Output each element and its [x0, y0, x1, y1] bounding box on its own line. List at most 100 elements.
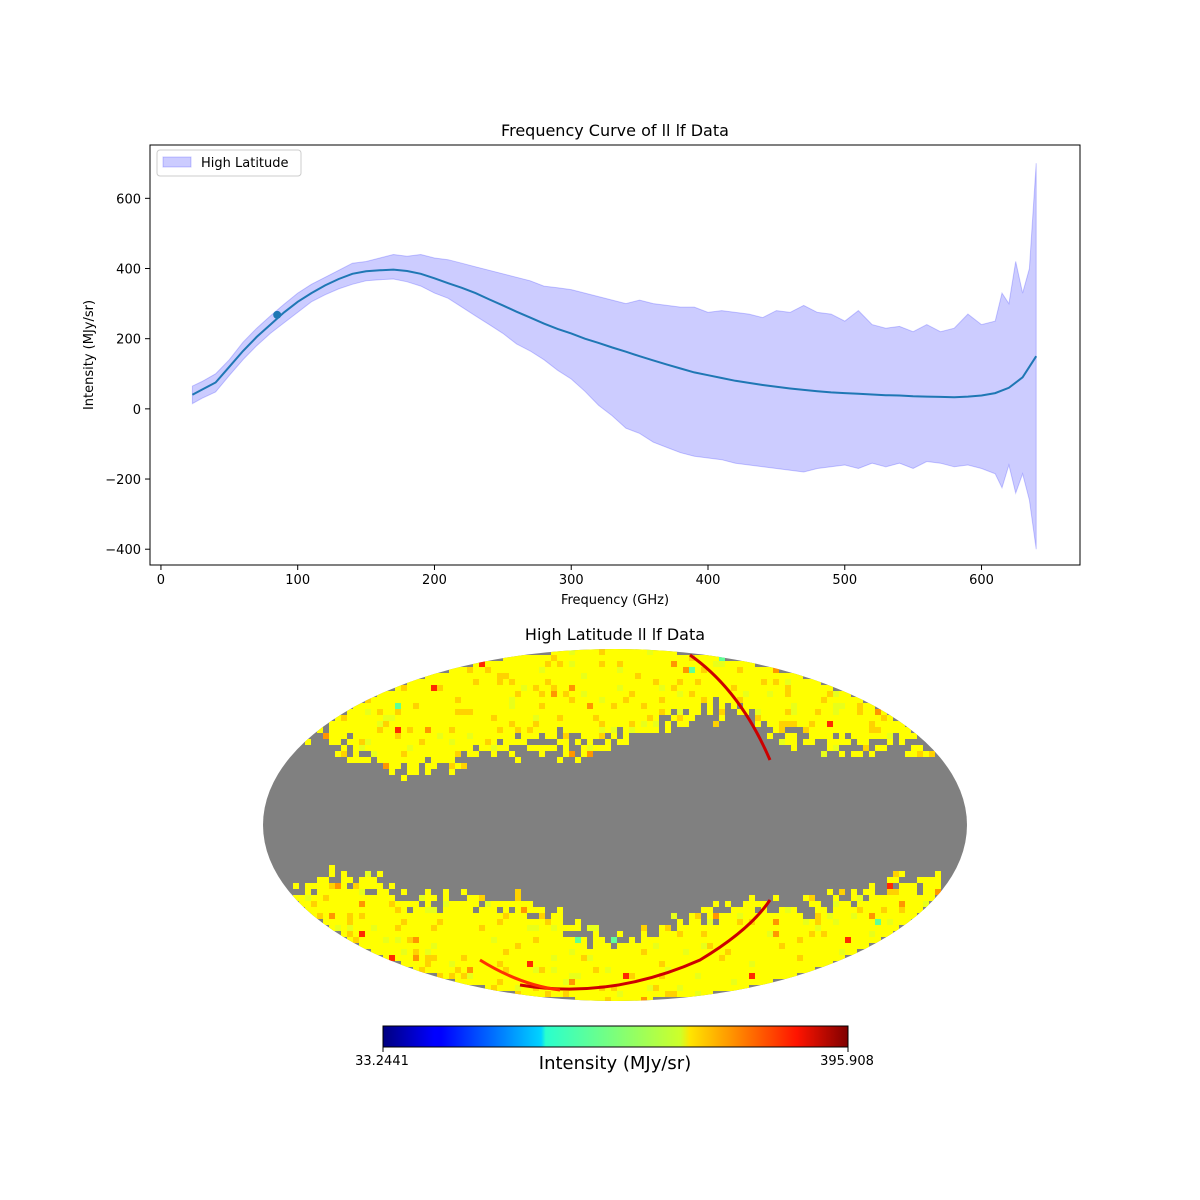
sky-pixel [839, 697, 845, 703]
sky-pixel [737, 661, 743, 667]
sky-pixel [605, 991, 611, 997]
sky-pixel [527, 679, 533, 685]
sky-pixel [449, 967, 455, 973]
sky-pixel [605, 715, 611, 721]
sky-pixel [875, 901, 881, 907]
sky-pixel [653, 979, 659, 985]
sky-pixel [473, 697, 479, 703]
sky-pixel [407, 697, 413, 703]
sky-pixel [377, 703, 383, 709]
sky-pixel [503, 931, 509, 937]
sky-pixel [425, 721, 431, 727]
sky-pixel [485, 985, 491, 991]
sky-pixel [365, 739, 371, 745]
sky-pixel [527, 721, 533, 727]
sky-pixel [875, 925, 881, 931]
sky-pixel [677, 973, 683, 979]
sky-pixel [743, 937, 749, 943]
sky-pixel [485, 715, 491, 721]
sky-pixel [665, 727, 671, 733]
sky-pixel [605, 961, 611, 967]
sky-pixel [341, 721, 347, 727]
sky-pixel [767, 673, 773, 679]
sky-pixel [569, 679, 575, 685]
sky-pixel [443, 691, 449, 697]
sky-pixel [533, 667, 539, 673]
sky-pixel [383, 913, 389, 919]
sky-pixel [557, 661, 563, 667]
sky-pixel [743, 703, 749, 709]
sky-pixel [509, 679, 515, 685]
sky-pixel [605, 727, 611, 733]
sky-pixel [341, 745, 347, 751]
sky-pixel [599, 997, 605, 1001]
sky-pixel [455, 925, 461, 931]
sky-pixel [329, 883, 335, 889]
sky-pixel [449, 757, 455, 763]
sky-pixel [581, 937, 587, 943]
sky-pixel [479, 967, 485, 973]
sky-pixel [515, 661, 521, 667]
sky-pixel [659, 985, 665, 991]
sky-pixel [605, 697, 611, 703]
sky-pixel [863, 925, 869, 931]
sky-pixel [905, 883, 911, 889]
sky-pixel [725, 679, 731, 685]
sky-pixel [431, 727, 437, 733]
sky-pixel [521, 949, 527, 955]
sky-pixel [545, 703, 551, 709]
sky-pixel [515, 685, 521, 691]
sky-pixel [791, 931, 797, 937]
sky-pixel [803, 967, 809, 973]
sky-pixel [497, 667, 503, 673]
sky-pixel [533, 697, 539, 703]
sky-pixel [581, 673, 587, 679]
sky-pixel [785, 733, 791, 739]
sky-pixel [347, 901, 353, 907]
sky-pixel [479, 703, 485, 709]
sky-pixel [605, 649, 611, 655]
sky-pixel [785, 673, 791, 679]
sky-pixel [605, 949, 611, 955]
line-chart-frame [149, 144, 1081, 566]
sky-pixel [653, 709, 659, 715]
sky-pixel [665, 673, 671, 679]
sky-pixel [527, 733, 533, 739]
sky-pixel [881, 913, 887, 919]
sky-pixel [527, 691, 533, 697]
sky-pixel [617, 673, 623, 679]
sky-pixel [767, 961, 773, 967]
sky-pixel [623, 949, 629, 955]
sky-pixel [503, 715, 509, 721]
sky-pixel [473, 739, 479, 745]
sky-pixel [443, 703, 449, 709]
sky-pixel [803, 943, 809, 949]
sky-pixel [581, 973, 587, 979]
sky-pixel [821, 721, 827, 727]
sky-pixel [725, 961, 731, 967]
sky-pixel [833, 745, 839, 751]
sky-pixel [617, 967, 623, 973]
sky-pixel [551, 979, 557, 985]
sky-pixel [335, 925, 341, 931]
sky-pixel [521, 973, 527, 979]
sky-pixel [467, 931, 473, 937]
sky-pixel [461, 979, 467, 985]
sky-pixel [461, 949, 467, 955]
sky-pixel [455, 733, 461, 739]
sky-pixel [713, 973, 719, 979]
sky-pixel [563, 667, 569, 673]
sky-pixel [785, 907, 791, 913]
sky-pixel [401, 715, 407, 721]
sky-pixel [581, 955, 587, 961]
sky-pixel [371, 703, 377, 709]
sky-pixel [383, 751, 389, 757]
sky-pixel [701, 973, 707, 979]
sky-pixel [407, 703, 413, 709]
sky-pixel [431, 709, 437, 715]
sky-pixel [425, 967, 431, 973]
sky-pixel [791, 961, 797, 967]
sky-pixel [677, 685, 683, 691]
sky-pixel [353, 913, 359, 919]
sky-pixel [605, 673, 611, 679]
